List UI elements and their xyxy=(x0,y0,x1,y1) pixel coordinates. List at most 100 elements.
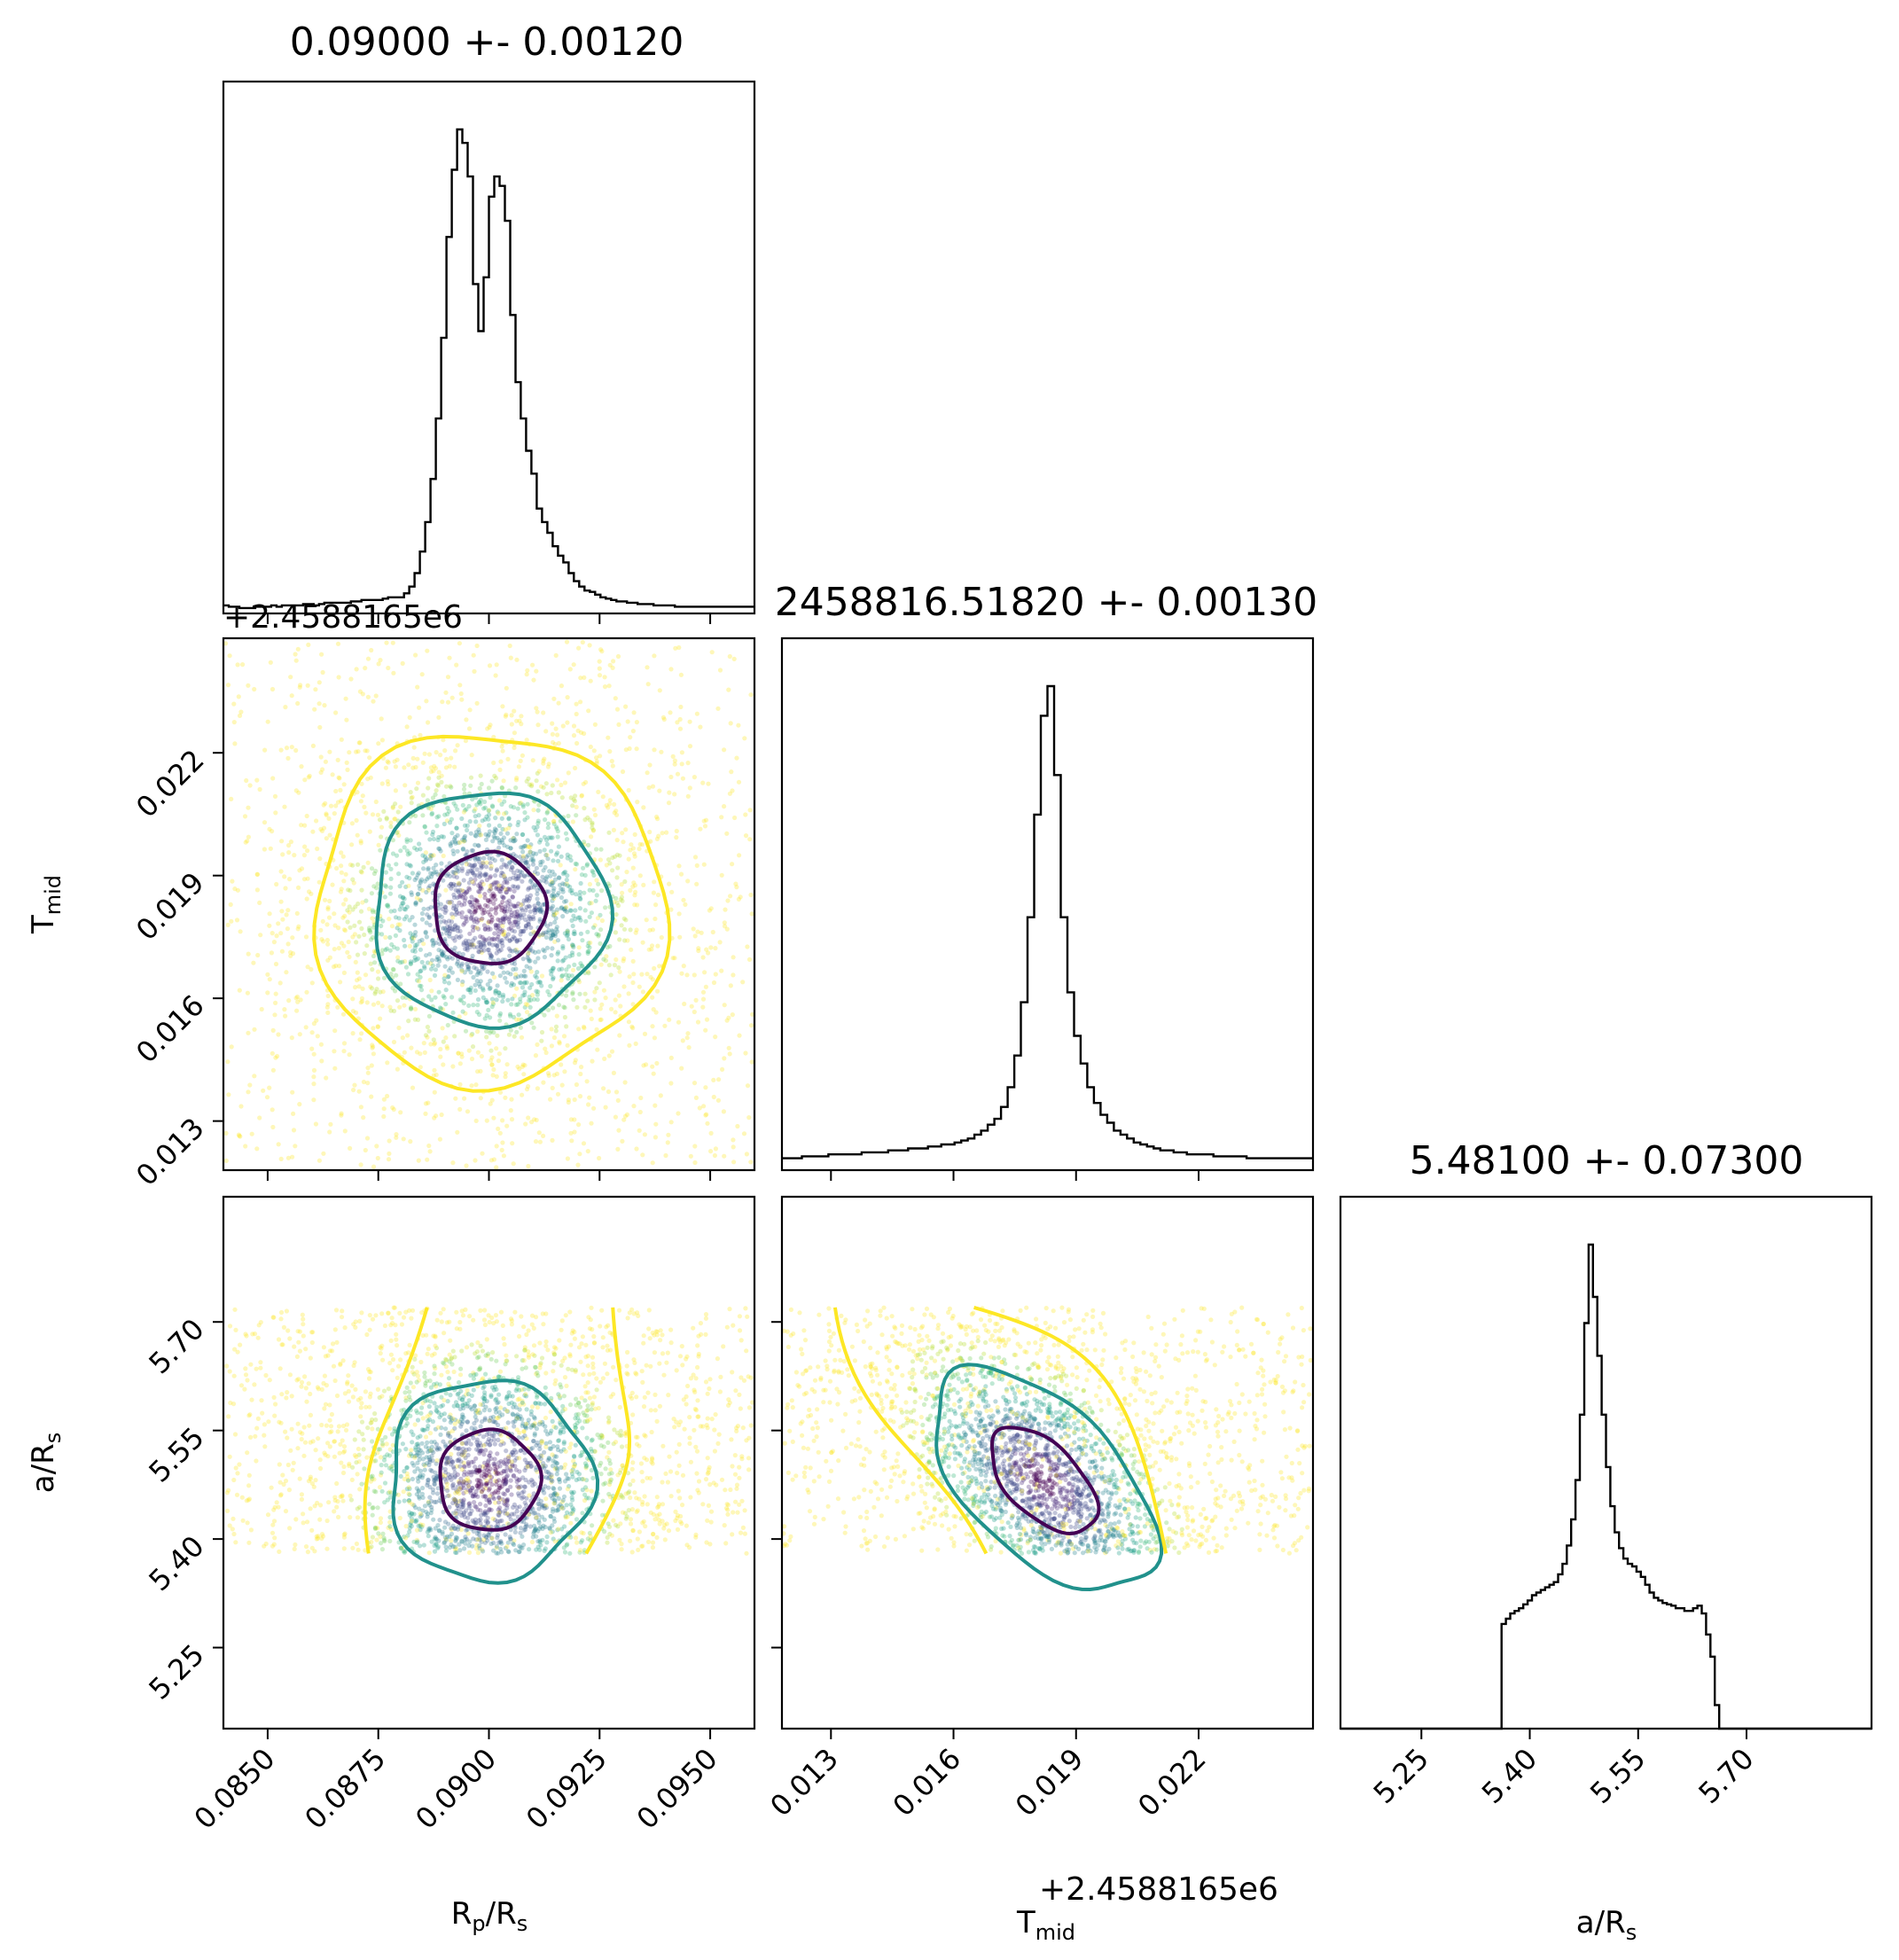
scatter-point xyxy=(527,998,532,1003)
scatter-point xyxy=(475,1050,481,1055)
scatter-point xyxy=(550,932,556,937)
scatter-point xyxy=(291,1460,296,1465)
scatter-point xyxy=(536,907,542,912)
scatter-point xyxy=(488,886,494,892)
scatter-point xyxy=(538,863,543,868)
scatter-point xyxy=(525,951,531,957)
scatter-point xyxy=(659,749,664,754)
scatter-point xyxy=(463,916,469,921)
scatter-point xyxy=(535,808,541,813)
scatter-point xyxy=(381,808,387,815)
scatter-point xyxy=(555,850,560,855)
scatter-point xyxy=(538,784,544,789)
scatter-point xyxy=(512,1309,518,1315)
scatter-point xyxy=(245,839,250,844)
scatter-point xyxy=(440,951,445,957)
scatter-point xyxy=(319,652,324,657)
scatter-point xyxy=(443,905,449,910)
scatter-point xyxy=(352,1437,357,1442)
scatter-point xyxy=(284,970,289,975)
scatter-point xyxy=(712,1449,718,1454)
scatter-point xyxy=(449,831,455,836)
scatter-point xyxy=(734,755,739,761)
scatter-point xyxy=(549,1043,555,1049)
scatter-point xyxy=(693,1532,699,1537)
scatter-point xyxy=(539,1441,544,1446)
scatter-point xyxy=(355,832,360,838)
scatter-point xyxy=(412,1017,418,1022)
scatter-point xyxy=(565,720,570,725)
scatter-point xyxy=(498,1458,504,1464)
scatter-point xyxy=(444,818,449,824)
scatter-point xyxy=(484,860,489,865)
scatter-point xyxy=(363,810,369,816)
scatter-point xyxy=(417,705,422,710)
scatter-point xyxy=(705,1456,710,1461)
scatter-point xyxy=(395,925,400,931)
scatter-point xyxy=(536,949,542,955)
scatter-point xyxy=(357,740,363,746)
scatter-point xyxy=(589,910,595,916)
scatter-point xyxy=(669,889,675,894)
scatter-point xyxy=(528,849,533,855)
scatter-point xyxy=(449,839,455,845)
scatter-point xyxy=(565,852,570,857)
scatter-point xyxy=(559,1082,565,1088)
scatter-point xyxy=(684,1035,690,1041)
scatter-point xyxy=(499,1147,504,1152)
scatter-point xyxy=(449,881,454,886)
scatter-point xyxy=(447,763,452,769)
scatter-point xyxy=(508,972,513,977)
scatter-point xyxy=(543,1339,549,1345)
scatter-point xyxy=(273,991,278,996)
scatter-point xyxy=(323,1402,329,1407)
scatter-point xyxy=(248,1527,254,1533)
scatter-point xyxy=(363,666,368,671)
scatter-point xyxy=(420,997,426,1003)
scatter-point xyxy=(735,1510,740,1515)
scatter-point xyxy=(701,862,707,867)
scatter-point xyxy=(358,799,363,804)
scatter-point xyxy=(248,1434,254,1440)
scatter-point xyxy=(374,886,379,891)
scatter-point xyxy=(238,1342,243,1347)
scatter-point xyxy=(553,652,559,659)
scatter-point xyxy=(535,970,540,975)
scatter-point xyxy=(505,756,511,762)
scatter-point xyxy=(592,989,598,995)
scatter-point xyxy=(501,992,506,997)
scatter-point xyxy=(500,826,505,832)
scatter-point xyxy=(526,1115,531,1121)
scatter-point xyxy=(431,836,436,842)
scatter-point xyxy=(508,655,513,660)
scatter-point xyxy=(503,827,508,832)
scatter-point xyxy=(402,765,407,770)
scatter-point xyxy=(488,1101,493,1106)
scatter-point xyxy=(740,1425,746,1431)
scatter-point xyxy=(428,905,434,910)
scatter-point xyxy=(630,1002,636,1007)
scatter-point xyxy=(493,673,498,678)
scatter-point xyxy=(454,910,460,915)
scatter-point xyxy=(442,1331,447,1336)
scatter-point xyxy=(302,1374,308,1379)
scatter-point xyxy=(474,972,480,978)
scatter-point xyxy=(264,1095,270,1100)
scatter-point xyxy=(582,675,587,681)
scatter-point xyxy=(238,1134,243,1139)
scatter-point xyxy=(443,690,449,695)
scatter-point xyxy=(478,886,483,891)
scatter-point xyxy=(443,988,449,993)
scatter-point xyxy=(549,953,554,958)
scatter-point xyxy=(327,1430,332,1435)
scatter-point xyxy=(663,1471,668,1476)
scatter-point xyxy=(499,816,504,822)
scatter-point xyxy=(557,967,562,972)
scatter-point xyxy=(582,1485,589,1490)
scatter-point xyxy=(481,923,488,928)
scatter-point xyxy=(526,919,531,925)
scatter-point xyxy=(457,1061,463,1066)
scatter-point xyxy=(254,1146,260,1152)
scatter-point xyxy=(728,894,733,899)
scatter-point xyxy=(652,653,657,659)
